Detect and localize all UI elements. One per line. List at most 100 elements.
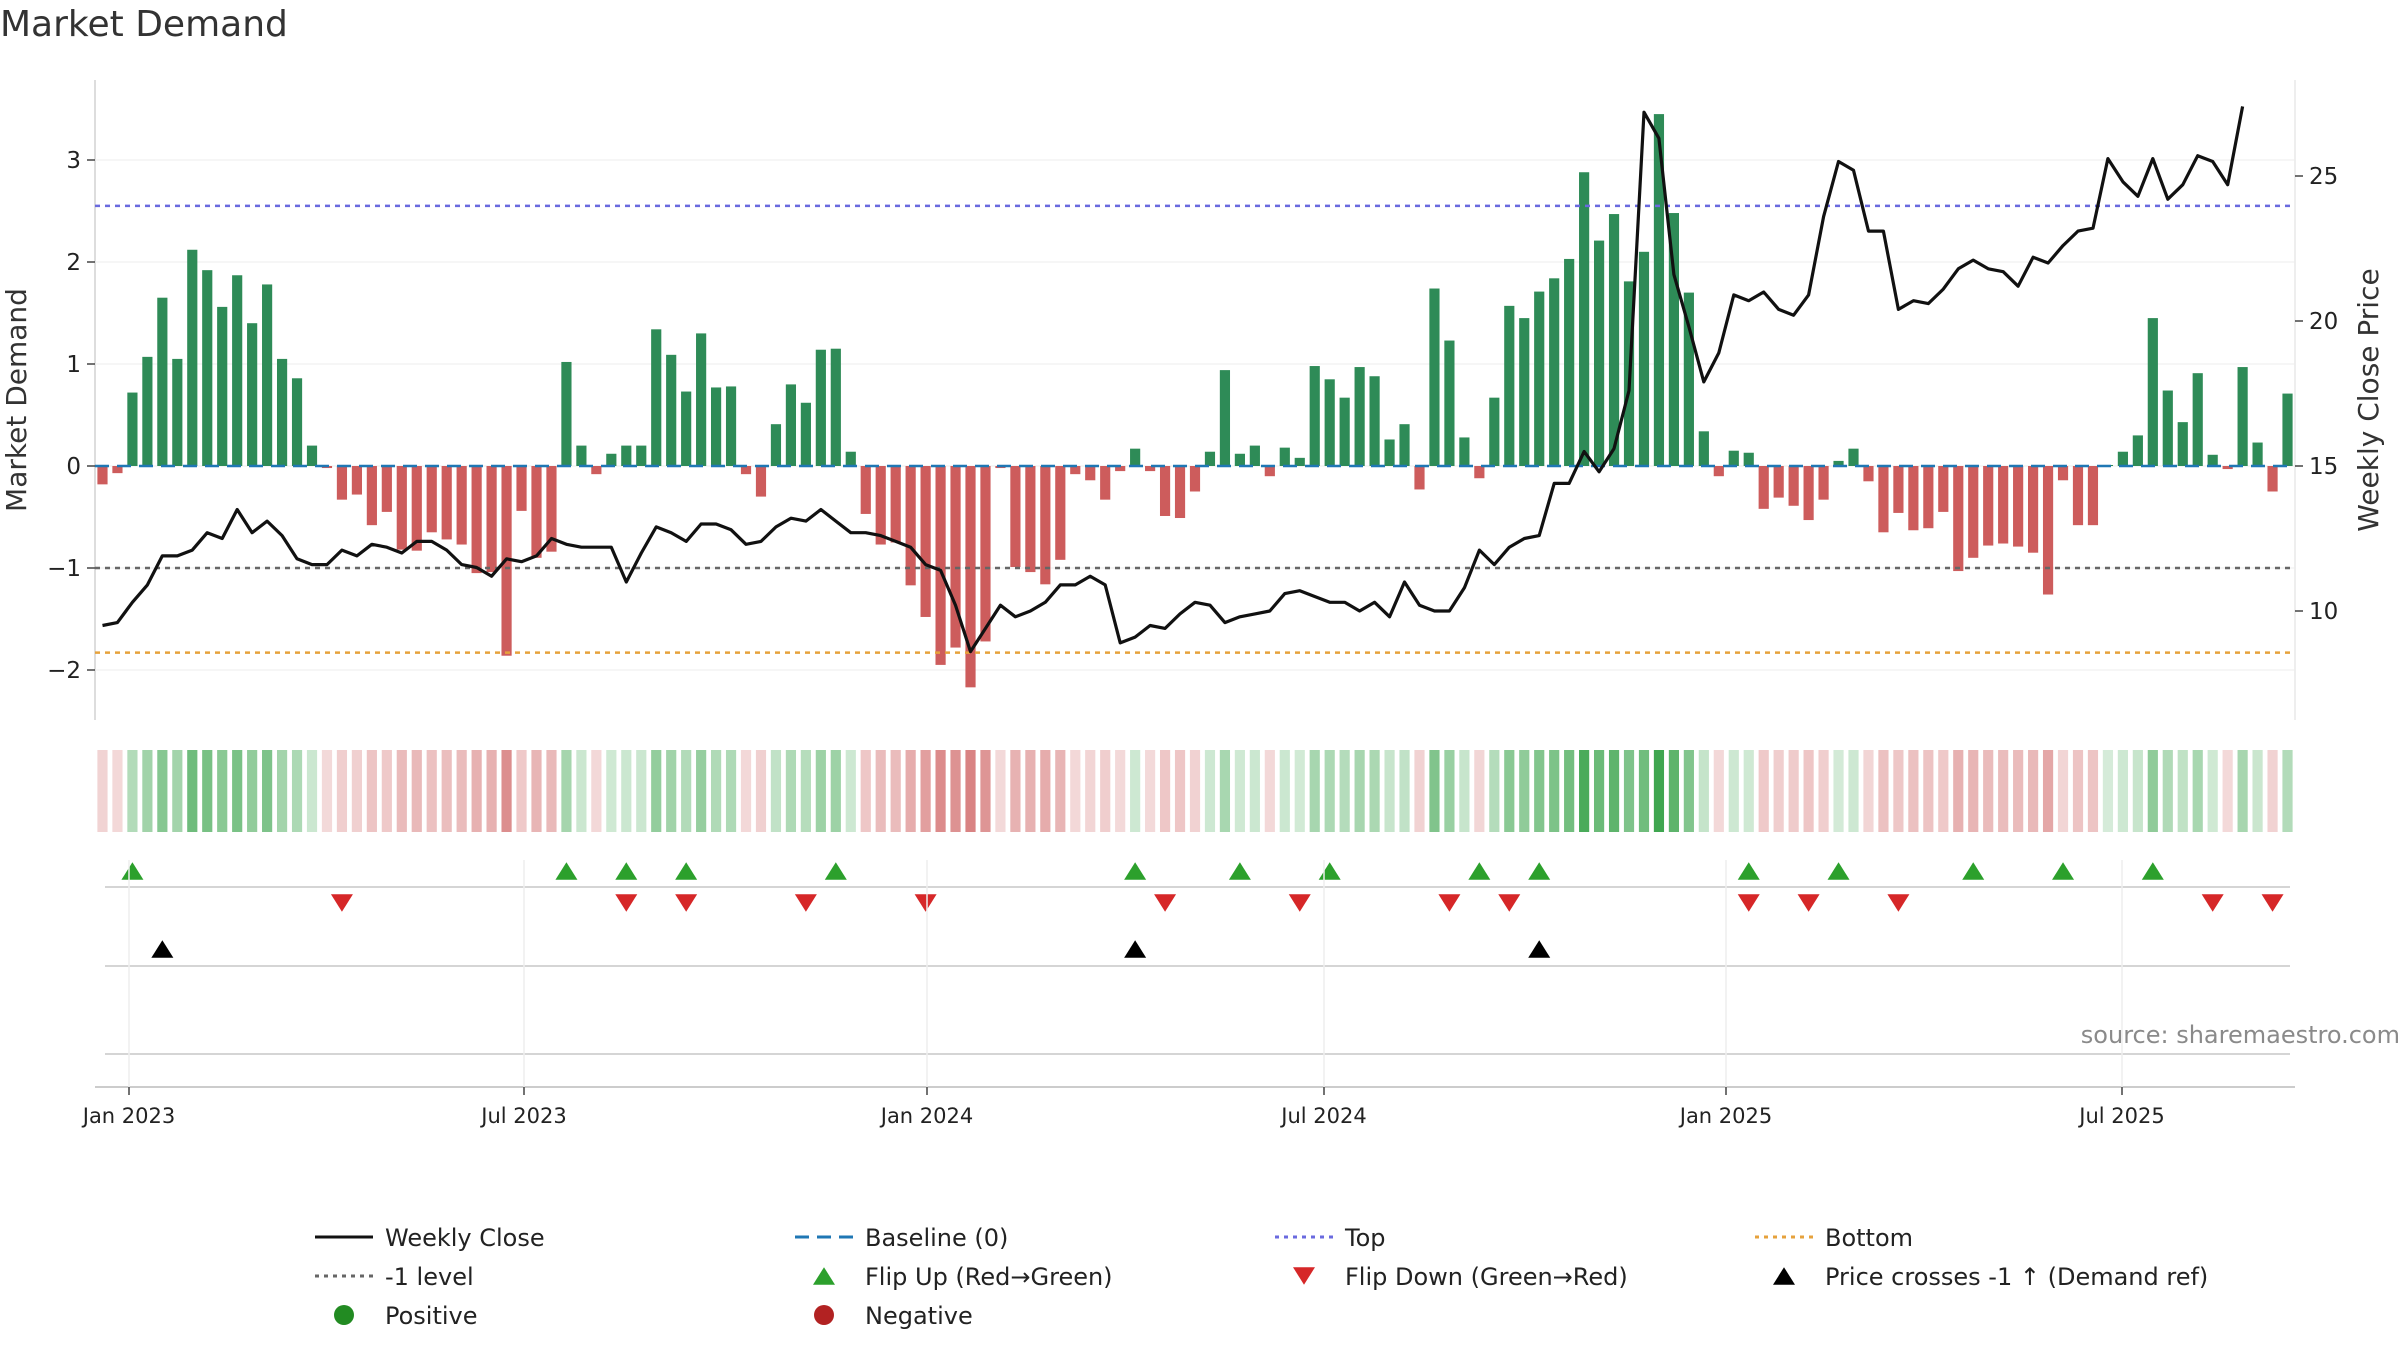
demand-bar: [1579, 172, 1590, 467]
demand-bar: [696, 333, 707, 466]
demand-bar: [1698, 431, 1709, 466]
heat-strip-cell: [920, 750, 931, 832]
heat-strip-cell: [651, 750, 662, 832]
heat-strip-cell: [426, 750, 437, 832]
demand-bar: [1354, 367, 1365, 466]
heat-strip-cell: [1204, 750, 1216, 832]
demand-bar: [920, 466, 931, 617]
heat-strip-cell: [97, 750, 108, 832]
demand-bar: [471, 466, 482, 574]
heat-strip-cell: [1593, 750, 1605, 832]
price-cross-marker: [1528, 940, 1551, 958]
heat-strip-cell: [1968, 750, 1979, 832]
demand-bar: [1040, 466, 1051, 585]
heat-strip-cell: [1818, 750, 1829, 832]
demand-bar: [845, 451, 856, 466]
demand-bar: [351, 466, 362, 495]
heat-strip-cell: [1130, 750, 1141, 832]
demand-bar: [2252, 442, 2263, 466]
demand-bar: [1758, 466, 1769, 509]
flip-up-marker: [2052, 862, 2075, 880]
demand-bar: [1174, 466, 1186, 519]
legend-label: Price crosses -1 ↑ (Demand ref): [1825, 1263, 2208, 1291]
heat-strip-cell: [1159, 750, 1171, 832]
heat-strip-cell: [1893, 750, 1904, 832]
y2-tick-label: 20: [2309, 309, 2338, 335]
demand-bar: [516, 466, 527, 511]
demand-bar: [980, 466, 991, 642]
demand-bar: [1953, 466, 1964, 572]
heat-strip-cell: [1668, 750, 1679, 832]
heat-strip-cell: [1145, 750, 1156, 832]
demand-bar: [875, 466, 886, 545]
heat-strip-cell: [1429, 750, 1440, 832]
demand-bar: [860, 466, 871, 514]
heat-strip-cell: [666, 750, 677, 832]
y-axis-title: Market Demand: [0, 288, 33, 512]
demand-bar: [262, 284, 273, 466]
flip-down-marker: [1887, 894, 1910, 912]
legend-label: Flip Up (Red→Green): [865, 1263, 1113, 1291]
heat-strip-cell: [127, 750, 138, 832]
demand-bar: [291, 378, 303, 466]
demand-bar: [800, 402, 811, 466]
y2-tick-label: 10: [2309, 599, 2338, 625]
demand-bar: [2177, 422, 2188, 466]
demand-bar: [1010, 466, 1021, 567]
x-tick-label: Jan 2025: [1678, 1104, 1773, 1128]
heat-strip-cell: [396, 750, 407, 832]
heat-strip-cell: [1489, 750, 1500, 832]
demand-bar: [1115, 466, 1126, 472]
heat-strip-cell: [1474, 750, 1485, 832]
heat-strip-cell: [1953, 750, 1964, 832]
heat-strip-cell: [591, 750, 602, 832]
weekly-close-line: [102, 106, 2245, 654]
x-tick-label: Jul 2023: [479, 1104, 566, 1128]
flip-up-marker: [1827, 862, 1850, 880]
heat-strip-cell: [2252, 750, 2263, 832]
price-cross-marker: [1124, 940, 1147, 958]
flip-up-marker: [1318, 862, 1341, 880]
heat-strip-cell: [860, 750, 871, 832]
demand-bar: [1668, 213, 1679, 466]
heat-strip-cell: [1309, 750, 1320, 832]
heat-strip-cell: [1803, 750, 1814, 832]
demand-bar: [1564, 258, 1575, 466]
heat-strip-cell: [995, 750, 1006, 832]
heat-strip-cell: [1923, 750, 1934, 832]
demand-bar: [232, 275, 243, 466]
heat-strip-cell: [1833, 750, 1844, 832]
demand-bar: [755, 466, 767, 497]
flip-up-marker: [675, 862, 698, 880]
heat-strip-cell: [2147, 750, 2158, 832]
heat-strip-cell: [1743, 750, 1754, 832]
heat-strip-cell: [576, 750, 587, 832]
y2-tick-label: 25: [2309, 164, 2338, 190]
demand-bar: [1489, 397, 1500, 466]
heat-strip-cell: [247, 750, 258, 832]
heat-strip-cell: [217, 750, 228, 832]
demand-bar: [1608, 214, 1620, 466]
demand-bar: [1713, 466, 1724, 477]
legend-label: Bottom: [1825, 1224, 1913, 1252]
heat-strip-cell: [830, 750, 841, 832]
legend-label: Top: [1344, 1224, 1386, 1252]
x-tick-label: Jul 2025: [2077, 1104, 2164, 1128]
heat-strip-cell: [1384, 750, 1395, 832]
demand-bar: [1399, 424, 1410, 466]
demand-bar: [1519, 318, 1530, 466]
demand-bar: [1294, 457, 1305, 466]
demand-bar: [1848, 448, 1859, 466]
heat-strip-cell: [1579, 750, 1590, 832]
flip-down-marker: [1154, 894, 1177, 912]
flip-down-marker: [2261, 894, 2284, 912]
demand-bar: [2132, 435, 2143, 466]
heat-strip-cell: [2087, 750, 2099, 832]
heat-strip-cell: [1264, 750, 1275, 832]
legend-swatch: [814, 1305, 834, 1325]
heat-strip-cell: [531, 750, 542, 832]
heat-strip-cell: [157, 750, 168, 832]
demand-bar: [666, 354, 677, 466]
demand-bar: [2057, 466, 2069, 481]
